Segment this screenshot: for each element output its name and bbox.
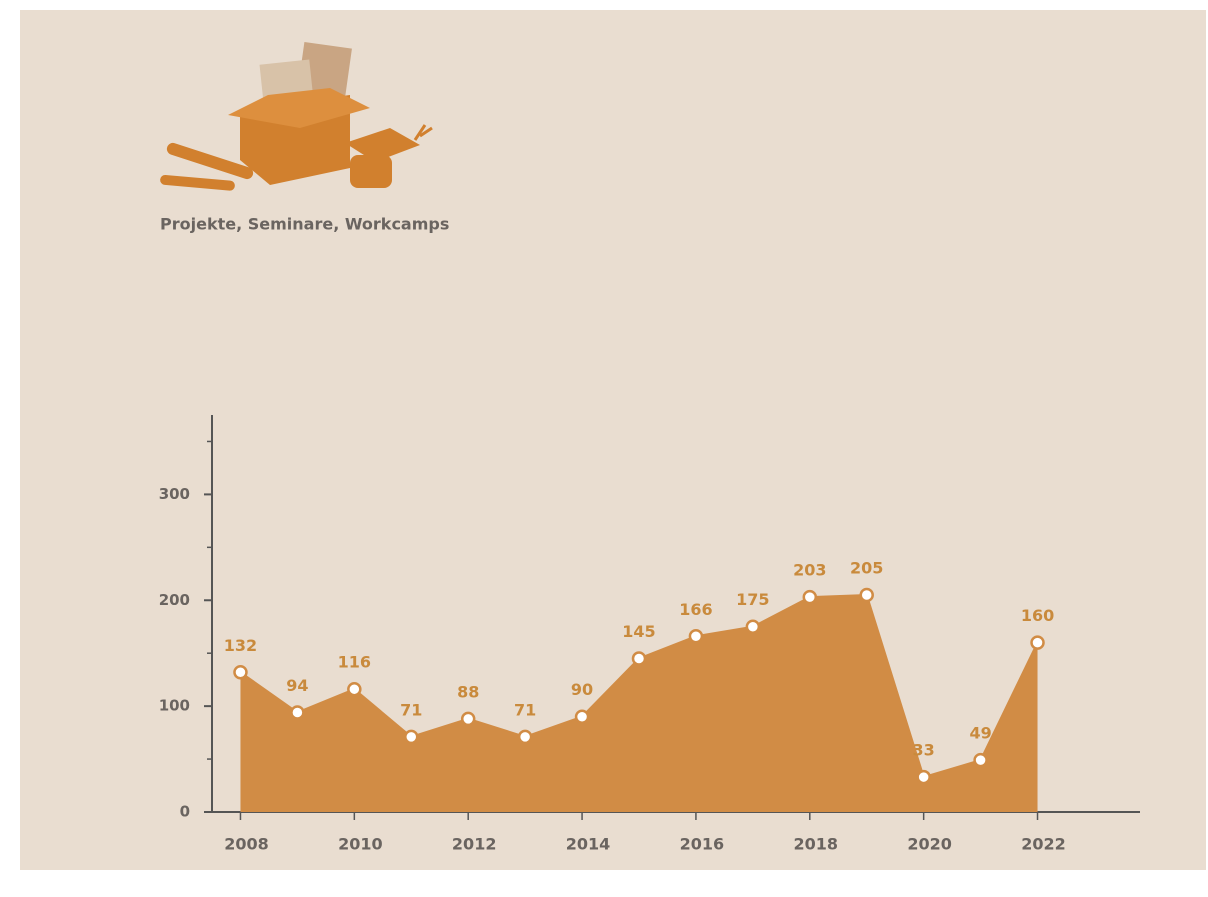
marker	[1030, 635, 1045, 650]
x-tick-label: 2018	[794, 835, 839, 854]
marker	[802, 589, 818, 605]
marker	[233, 665, 248, 680]
marker	[517, 729, 533, 745]
value-label: 145	[622, 622, 655, 641]
y-tick-label: 0	[180, 803, 190, 821]
x-tick-label: 2010	[338, 835, 383, 854]
marker	[460, 711, 476, 727]
value-label: 71	[514, 700, 536, 719]
value-label: 175	[736, 590, 769, 609]
value-label: 132	[224, 636, 257, 655]
value-label: 90	[571, 680, 593, 699]
area	[240, 594, 1038, 812]
chart-title: Projekte, Seminare, Workcamps	[160, 215, 449, 234]
icon	[160, 41, 433, 191]
value-label: 205	[850, 558, 883, 577]
x-tick-label: 2014	[566, 835, 611, 854]
marker	[290, 705, 305, 720]
value-label: 94	[286, 676, 308, 695]
value-label: 88	[457, 682, 479, 701]
marker	[745, 619, 761, 634]
value-label: 71	[400, 700, 422, 719]
marker	[347, 681, 362, 697]
y-tick-label: 300	[159, 485, 190, 503]
y-tick-label: 100	[159, 697, 190, 715]
y-tick-label: 200	[159, 591, 190, 609]
marker	[574, 709, 590, 724]
value-label: 116	[338, 653, 371, 672]
marker	[631, 651, 647, 666]
marker	[688, 629, 704, 644]
marker	[973, 752, 988, 768]
value-label: 160	[1021, 606, 1054, 625]
x-tick-label: 2022	[1021, 835, 1066, 854]
x-tick-label: 2016	[680, 835, 725, 854]
x-tick-label: 2008	[224, 835, 269, 854]
x-tick-label: 2012	[452, 835, 497, 854]
marker	[859, 587, 874, 603]
x-tick-label: 2020	[907, 835, 952, 854]
value-label: 166	[679, 600, 712, 619]
value-label: 203	[793, 561, 826, 580]
value-label: 33	[913, 741, 935, 760]
marker	[916, 769, 931, 785]
value-label: 49	[969, 724, 991, 743]
marker	[404, 729, 419, 745]
